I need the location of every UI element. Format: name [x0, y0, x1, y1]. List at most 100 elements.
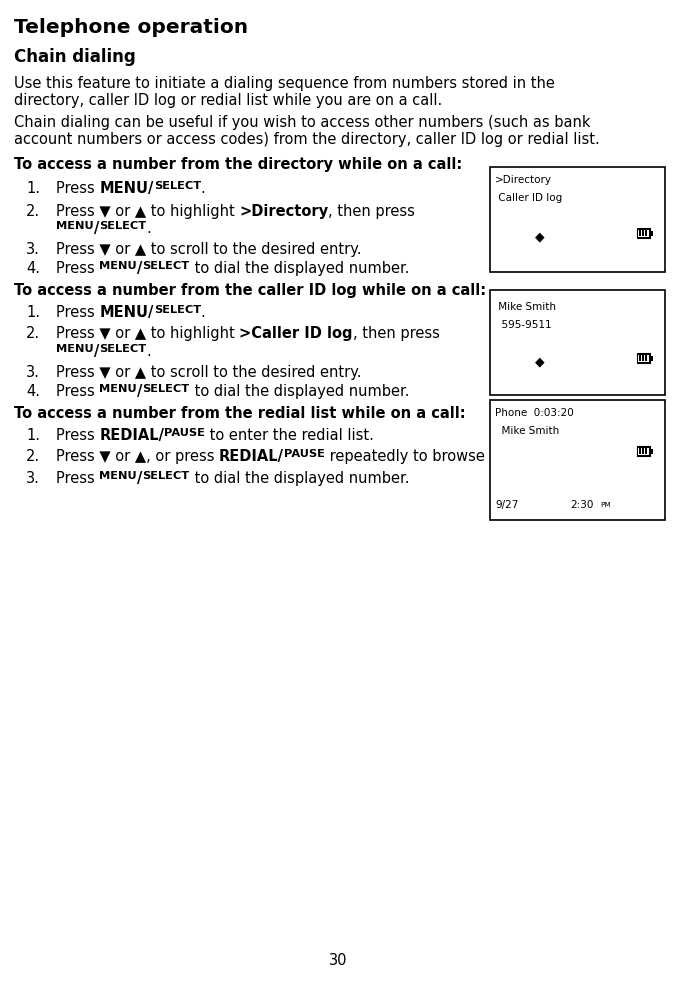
Text: Press: Press [56, 384, 99, 399]
Text: 2.: 2. [26, 326, 40, 341]
Bar [638, 448, 649, 455]
Text: Mike Smith: Mike Smith [495, 426, 559, 436]
Text: 1.: 1. [26, 181, 40, 196]
Bar [642, 448, 644, 454]
Text: to enter the redial list.: to enter the redial list. [206, 428, 374, 443]
Text: SELECT: SELECT [99, 344, 146, 354]
Text: ◆: ◆ [535, 231, 545, 244]
Text: Chain dialing can be useful if you wish to access other numbers (such as bank: Chain dialing can be useful if you wish … [14, 115, 591, 130]
Text: PM: PM [600, 502, 610, 508]
Text: Press ▼ or ▲ to highlight: Press ▼ or ▲ to highlight [56, 204, 239, 219]
Text: .: . [146, 344, 151, 359]
Text: Mike Smith: Mike Smith [495, 302, 556, 312]
Bar [650, 449, 652, 454]
Bar [645, 448, 647, 454]
Text: .: . [146, 221, 151, 236]
Text: Use this feature to initiate a dialing sequence from numbers stored in the: Use this feature to initiate a dialing s… [14, 76, 555, 91]
Text: >Caller ID log: >Caller ID log [239, 326, 353, 341]
Text: Phone  0:03:20: Phone 0:03:20 [495, 408, 574, 418]
Text: >Directory: >Directory [495, 175, 552, 185]
Bar [490, 400, 665, 520]
Text: 2.: 2. [26, 204, 40, 219]
Text: SELECT: SELECT [99, 221, 146, 231]
Text: 4.: 4. [26, 261, 40, 276]
Text: To access a number from the directory while on a call:: To access a number from the directory wh… [14, 157, 462, 172]
Text: , then press: , then press [329, 204, 415, 219]
Bar [650, 356, 652, 361]
Bar [490, 290, 665, 395]
Text: PAUSE: PAUSE [164, 428, 206, 438]
Bar [639, 355, 641, 361]
Text: To access a number from the caller ID log while on a call:: To access a number from the caller ID lo… [14, 283, 486, 298]
Text: PAUSE: PAUSE [284, 449, 325, 459]
Text: SELECT: SELECT [153, 181, 201, 191]
Text: MENU: MENU [56, 221, 93, 231]
Text: Chain dialing: Chain dialing [14, 48, 136, 66]
Text: SELECT: SELECT [143, 384, 189, 394]
Text: 2.: 2. [26, 449, 40, 464]
Text: directory, caller ID log or redial list while you are on a call.: directory, caller ID log or redial list … [14, 93, 442, 108]
Text: /: / [137, 261, 143, 276]
Text: >Directory: >Directory [239, 204, 329, 219]
Text: 595-9511: 595-9511 [495, 320, 552, 330]
Text: MENU: MENU [56, 344, 93, 354]
Text: 4.: 4. [26, 384, 40, 399]
Text: Press: Press [56, 181, 99, 196]
Text: /: / [93, 344, 99, 359]
Text: Press ▼ or ▲ to scroll to the desired entry.: Press ▼ or ▲ to scroll to the desired en… [56, 365, 362, 380]
Text: Press: Press [56, 428, 99, 443]
Bar [650, 231, 652, 236]
Bar [490, 167, 665, 272]
Bar [645, 230, 647, 236]
Text: To access a number from the redial list while on a call:: To access a number from the redial list … [14, 406, 466, 421]
Text: SELECT: SELECT [143, 261, 189, 271]
Text: MENU: MENU [99, 384, 137, 394]
Text: Press: Press [56, 305, 99, 320]
Text: to dial the displayed number.: to dial the displayed number. [189, 471, 409, 486]
Text: 3.: 3. [26, 242, 40, 257]
Text: 30: 30 [329, 953, 347, 968]
Bar [642, 230, 644, 236]
Bar [639, 230, 641, 236]
Bar [637, 446, 650, 456]
Text: account numbers or access codes) from the directory, caller ID log or redial lis: account numbers or access codes) from th… [14, 132, 600, 147]
Bar [642, 355, 644, 361]
Text: /: / [93, 221, 99, 236]
Text: , then press: , then press [353, 326, 440, 341]
Text: 9/27: 9/27 [495, 500, 518, 510]
Text: Press: Press [56, 471, 99, 486]
Text: 3.: 3. [26, 471, 40, 486]
Text: /: / [137, 384, 143, 399]
Text: MENU: MENU [99, 261, 137, 271]
Text: Caller ID log: Caller ID log [495, 193, 562, 203]
Text: repeatedly to browse to the desired entry.: repeatedly to browse to the desired entr… [325, 449, 637, 464]
Text: MENU: MENU [99, 471, 137, 481]
Bar [638, 355, 649, 362]
Text: ◆: ◆ [535, 356, 545, 369]
Text: 2:30: 2:30 [570, 500, 594, 510]
Text: /: / [137, 471, 143, 486]
Text: Press ▼ or ▲ to scroll to the desired entry.: Press ▼ or ▲ to scroll to the desired en… [56, 242, 362, 257]
Text: REDIAL/: REDIAL/ [219, 449, 284, 464]
Text: MENU/: MENU/ [99, 181, 153, 196]
Text: to dial the displayed number.: to dial the displayed number. [189, 261, 409, 276]
Bar [639, 448, 641, 454]
Text: 1.: 1. [26, 428, 40, 443]
Bar [645, 355, 647, 361]
Text: Press ▼ or ▲, or press: Press ▼ or ▲, or press [56, 449, 219, 464]
Text: REDIAL/: REDIAL/ [99, 428, 164, 443]
Bar [637, 353, 650, 363]
Text: to dial the displayed number.: to dial the displayed number. [189, 384, 409, 399]
Text: MENU/: MENU/ [99, 305, 153, 320]
Text: Telephone operation: Telephone operation [14, 18, 248, 37]
Text: Press ▼ or ▲ to highlight: Press ▼ or ▲ to highlight [56, 326, 239, 341]
Bar [637, 228, 650, 238]
Text: 3.: 3. [26, 365, 40, 380]
Text: SELECT: SELECT [143, 471, 189, 481]
Text: SELECT: SELECT [153, 305, 201, 315]
Bar [638, 230, 649, 237]
Text: .: . [201, 181, 206, 196]
Text: .: . [201, 305, 206, 320]
Text: 1.: 1. [26, 305, 40, 320]
Text: Press: Press [56, 261, 99, 276]
